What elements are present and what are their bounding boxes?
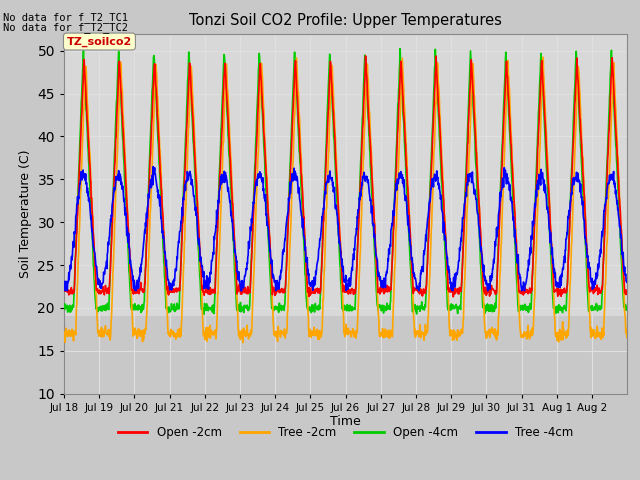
Tree -4cm <box>61 288 69 294</box>
Line: Tree -4cm: Tree -4cm <box>64 167 627 291</box>
Open -4cm <box>396 46 404 51</box>
Tree -2cm <box>239 340 247 346</box>
Open -2cm <box>479 277 487 283</box>
Open -2cm <box>320 202 328 207</box>
Open -4cm <box>60 305 68 311</box>
Y-axis label: Soil Temperature (C): Soil Temperature (C) <box>19 149 32 278</box>
Tree -2cm <box>562 330 570 336</box>
Tree -4cm <box>479 262 487 267</box>
Open -4cm <box>562 304 570 310</box>
Tree -4cm <box>623 278 631 284</box>
X-axis label: Time: Time <box>330 415 361 429</box>
Open -4cm <box>623 304 631 310</box>
Tree -4cm <box>60 278 68 284</box>
Line: Tree -2cm: Tree -2cm <box>64 57 627 343</box>
Open -2cm <box>617 216 625 221</box>
Tree -4cm <box>562 248 570 253</box>
Open -4cm <box>479 305 487 311</box>
Open -4cm <box>332 159 339 165</box>
Tree -2cm <box>479 283 486 289</box>
Tree -4cm <box>321 190 329 196</box>
Tree -4cm <box>617 235 625 240</box>
Legend: Open -2cm, Tree -2cm, Open -4cm, Tree -4cm: Open -2cm, Tree -2cm, Open -4cm, Tree -4… <box>113 421 578 444</box>
Open -2cm <box>331 134 339 140</box>
Tree -2cm <box>332 132 339 138</box>
Tree -2cm <box>540 54 547 60</box>
Tree -4cm <box>332 206 339 212</box>
Bar <box>64 316 627 394</box>
Open -4cm <box>321 187 328 193</box>
Tree -2cm <box>148 165 156 170</box>
Tree -2cm <box>623 325 631 331</box>
Tree -4cm <box>149 164 157 169</box>
Open -2cm <box>362 53 369 59</box>
Open -4cm <box>148 88 156 94</box>
Tree -2cm <box>617 217 625 223</box>
Open -4cm <box>617 243 625 249</box>
Line: Open -2cm: Open -2cm <box>64 56 627 297</box>
Title: Tonzi Soil CO2 Profile: Upper Temperatures: Tonzi Soil CO2 Profile: Upper Temperatur… <box>189 13 502 28</box>
Tree -2cm <box>321 264 328 270</box>
Line: Open -4cm: Open -4cm <box>64 48 627 314</box>
Open -2cm <box>148 115 156 120</box>
Open -4cm <box>200 312 208 317</box>
Open -2cm <box>623 291 631 297</box>
Open -2cm <box>562 290 570 296</box>
Text: No data for f_T2_TC2: No data for f_T2_TC2 <box>3 22 128 33</box>
Tree -4cm <box>148 172 156 178</box>
Text: TZ_soilco2: TZ_soilco2 <box>67 36 132 47</box>
Open -2cm <box>60 287 68 292</box>
Tree -2cm <box>60 329 68 335</box>
Text: No data for f_T2_TC1: No data for f_T2_TC1 <box>3 12 128 23</box>
Open -2cm <box>449 294 457 300</box>
